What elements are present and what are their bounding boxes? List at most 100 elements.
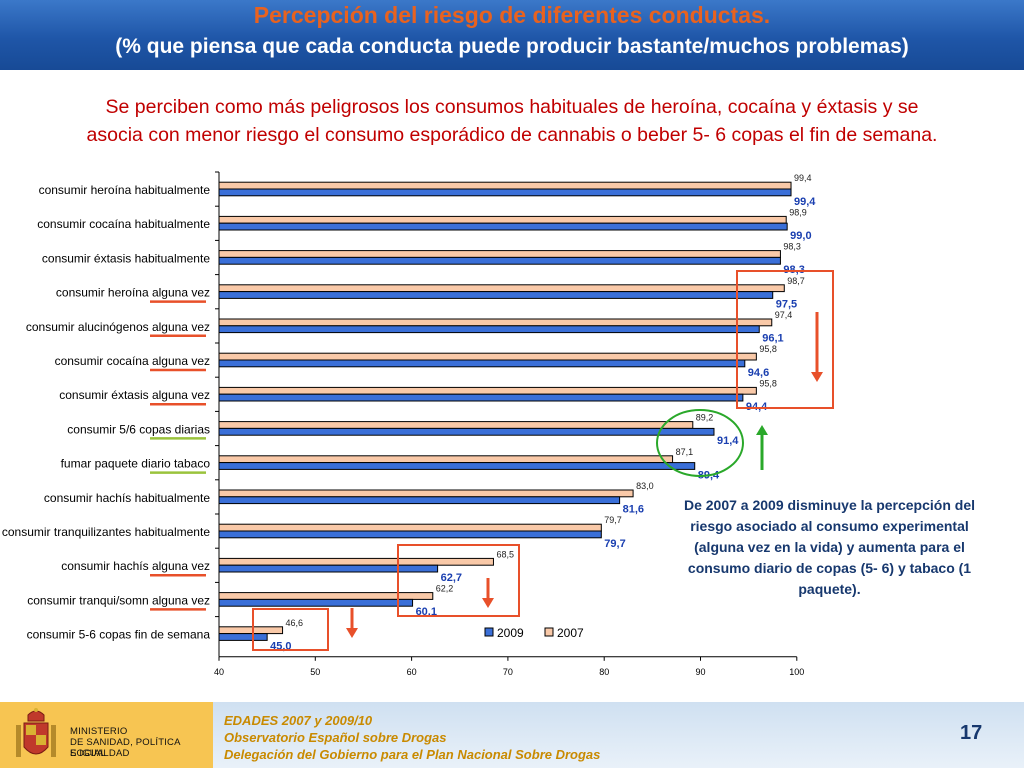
highlight-box-decrease [397, 544, 520, 617]
footer-line-2: Observatorio Español sobre Drogas [224, 730, 447, 745]
x-tick-label: 90 [695, 667, 705, 677]
category-label: consumir éxtasis habitualmente [42, 251, 210, 265]
bar-2007 [218, 489, 634, 498]
page-number: 17 [960, 722, 983, 744]
highlight-box-decrease [736, 270, 834, 409]
bar-2007 [218, 421, 694, 429]
ministry-line-2: DE SANIDAD, POLÍTICA SOCIAL [70, 737, 181, 759]
slide-title: Percepción del riesgo de diferentes cond… [253, 2, 771, 28]
data-label-2007: 98,9 [789, 207, 807, 217]
ministry-line-1: MINISTERIO [70, 726, 128, 737]
footer-bar [213, 702, 1024, 768]
bar-2007 [218, 352, 757, 361]
bar-chart: 40 50 60 70 80 90 100 consumir heroína habitual… [2, 171, 834, 677]
coat-of-arms-icon [6, 705, 66, 765]
data-label-2009: 97,5 [776, 298, 797, 310]
data-label-2007: 99,4 [794, 173, 812, 183]
bar-2007 [218, 318, 773, 327]
category-label: consumir tranquilizantes habitualmente [2, 525, 210, 539]
slide-subtitle: (% que piensa que cada conducta puede pr… [115, 35, 909, 58]
data-label-2007: 68,5 [496, 549, 514, 559]
increase-arrow-head [756, 425, 768, 435]
x-tick-label: 50 [310, 667, 320, 677]
bar-2009 [218, 633, 268, 641]
bar-2007 [218, 523, 602, 532]
bar-2007 [218, 557, 494, 566]
category-label: fumar paquete diario tabaco [61, 457, 211, 471]
x-tick-label: 70 [503, 667, 513, 677]
data-label-2007: 89,2 [696, 413, 714, 423]
data-label-2007: 97,4 [775, 310, 793, 320]
category-label: consumir hachís alguna vez [61, 559, 210, 573]
data-label-2009: 99,4 [794, 196, 816, 208]
x-tick-label: 60 [407, 667, 417, 677]
data-label-2007: 95,8 [759, 344, 777, 354]
data-label-2009: 94,6 [748, 367, 769, 379]
footer-line-3: Delegación del Gobierno para el Plan Nac… [224, 747, 601, 762]
bar-2007 [218, 455, 674, 464]
x-tick-label: 40 [214, 667, 224, 677]
category-label: consumir cocaína habitualmente [37, 217, 210, 231]
bar-2009 [218, 427, 715, 436]
footer-logo-area: MINISTERIO DE SANIDAD, POLÍTICA SOCIAL E… [0, 702, 213, 768]
data-label-2009: 79,7 [604, 538, 625, 550]
bar-2007 [218, 284, 785, 293]
data-label-2007: 79,7 [604, 515, 622, 525]
data-label-2009: 81,6 [623, 504, 644, 516]
bar-2009 [218, 598, 414, 607]
decrease-arrow-head [482, 598, 494, 608]
bar-2009 [218, 222, 788, 231]
header-bar: Percepción del riesgo de diferentes cond… [0, 0, 1024, 70]
bar-2007 [218, 592, 434, 600]
category-label: consumir heroína habitualmente [39, 183, 211, 197]
bar-2007 [218, 626, 284, 635]
data-label-2007: 95,8 [759, 378, 777, 388]
category-label: consumir 5/6 copas diarias [67, 422, 210, 436]
legend-swatch-2009 [484, 627, 494, 637]
data-label-2007: 62,2 [436, 584, 454, 594]
category-label: consumir cocaína alguna vez [55, 354, 210, 368]
bar-2007 [218, 215, 787, 224]
legend-swatch-2007 [544, 627, 554, 637]
legend-label-2007: 2007 [557, 626, 584, 640]
highlight-ellipse-increase [656, 409, 744, 477]
category-label: consumir 5-6 copas fin de semana [27, 628, 211, 642]
data-label-2007: 83,0 [636, 481, 654, 491]
decrease-arrow-head [346, 628, 358, 638]
category-label: consumir éxtasis alguna vez [59, 388, 210, 402]
lead-text: Se perciben como más peligrosos los cons… [10, 93, 1014, 149]
data-label-2007: 87,1 [676, 447, 694, 457]
ministry-line-3: E IGUALDAD [70, 748, 130, 759]
data-label-2009: 96,1 [762, 333, 783, 345]
bar-2009 [218, 291, 774, 299]
decrease-arrow-head [811, 372, 823, 382]
data-label-2009: 91,4 [717, 435, 739, 447]
legend-label-2009: 2009 [497, 626, 524, 640]
category-label: consumir heroína alguna vez [56, 286, 210, 300]
lead-line-2: asocia con menor riesgo el consumo espor… [86, 124, 938, 146]
bar-2007 [218, 386, 757, 395]
data-label-2007: 98,3 [783, 242, 801, 252]
bar-2007 [218, 250, 781, 258]
category-label: consumir tranqui/somn alguna vez [27, 593, 210, 607]
chart-note: De 2007 a 2009 disminuye la percepción d… [683, 497, 976, 597]
bar-2009 [218, 530, 602, 539]
bar-2009 [218, 393, 744, 402]
bar-2007 [218, 181, 792, 190]
footer-line-1: EDADES 2007 y 2009/10 [224, 713, 373, 728]
bar-2009 [218, 325, 760, 334]
category-label: consumir hachís habitualmente [44, 491, 210, 505]
data-label-2007: 46,6 [286, 618, 304, 628]
category-label: consumir alucinógenos alguna vez [26, 320, 210, 334]
x-tick-label: 100 [789, 667, 804, 677]
highlight-box-decrease [252, 608, 329, 651]
data-label-2009: 62,7 [441, 572, 462, 584]
bar-2009 [218, 359, 746, 368]
bar-2009 [218, 188, 792, 197]
bar-2009 [218, 496, 621, 505]
x-tick-label: 80 [599, 667, 609, 677]
bar-2009 [218, 564, 439, 573]
bar-2009 [218, 256, 781, 265]
data-label-2007: 98,7 [787, 276, 805, 286]
lead-line-1: Se perciben como más peligrosos los cons… [105, 96, 919, 118]
